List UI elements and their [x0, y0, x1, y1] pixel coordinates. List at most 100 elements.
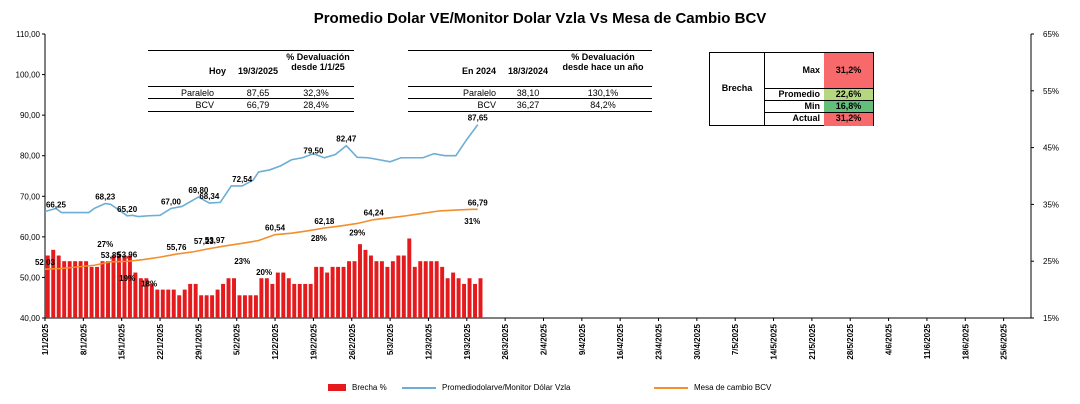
data-label: 19% [119, 274, 135, 283]
brecha-bar [51, 249, 56, 318]
brecha-bar [434, 261, 439, 318]
x-tick-label: 29/1/2025 [194, 323, 203, 359]
brecha-bar [297, 283, 302, 318]
table-hoy-r1-value: 87,65 [246, 88, 270, 98]
brecha-bar [111, 255, 116, 318]
brecha-bar [412, 266, 417, 318]
brecha-bar [56, 255, 61, 318]
x-tick-label: 21/5/2025 [808, 323, 817, 359]
y-right-tick-label: 35% [1043, 200, 1059, 209]
bcv-line [44, 208, 478, 270]
brecha-bar [363, 249, 368, 318]
x-tick-label: 19/2/2025 [309, 323, 318, 359]
data-label: 87,65 [468, 114, 489, 123]
x-tick-label: 2/4/2025 [539, 323, 548, 355]
data-label: 18% [141, 280, 157, 289]
brecha-bar [67, 261, 72, 318]
x-tick-label: 28/5/2025 [846, 323, 855, 359]
data-label: 66,25 [46, 201, 67, 210]
brecha-bar [204, 295, 209, 318]
x-tick-label: 26/3/2025 [501, 323, 510, 359]
brecha-bar [106, 261, 110, 318]
x-tick-label: 8/1/2025 [79, 323, 88, 355]
legend-paralelo-label: Promediodolarve/Monitor Dólar Vzla [442, 383, 571, 392]
brecha-bar [352, 261, 357, 318]
brecha-row-actual: Actual 31,2% [764, 112, 873, 126]
y-right-tick-label: 25% [1043, 257, 1059, 266]
legend-brecha: Brecha % [328, 383, 387, 392]
brecha-bar [199, 295, 204, 318]
brecha-bar [226, 278, 231, 318]
data-label: 67,00 [161, 197, 182, 206]
brecha-actual-value: 31,2% [824, 113, 873, 126]
x-tick-label: 22/1/2025 [156, 323, 165, 359]
brecha-bar [347, 261, 352, 318]
y-right-tick-label: 55% [1043, 87, 1059, 96]
legend-brecha-swatch [328, 384, 346, 391]
brecha-bar [368, 255, 373, 318]
y-left-tick-label: 100,00 [16, 71, 41, 80]
brecha-bar [319, 266, 324, 318]
brecha-bar [314, 266, 319, 318]
brecha-bar [188, 283, 193, 318]
brecha-bar [264, 278, 269, 318]
brecha-bar [401, 255, 406, 318]
table-hoy-r2-value: 66,79 [246, 100, 270, 110]
x-tick-label: 14/5/2025 [770, 323, 779, 359]
legend-bcv: Mesa de cambio BCV [654, 383, 771, 392]
x-tick-label: 1/1/2025 [41, 323, 50, 355]
brecha-bar [429, 261, 434, 318]
brecha-min-value: 16,8% [824, 101, 873, 113]
table-2024-r1-value: 38,10 [516, 88, 540, 98]
table-2024-h3: % Devaluación desde hace un año [562, 52, 644, 72]
brecha-row-min: Min 16,8% [764, 100, 873, 113]
x-tick-label: 5/2/2025 [233, 323, 242, 355]
data-label: 31% [464, 217, 480, 226]
data-label: 79,50 [303, 147, 324, 156]
brecha-promedio-value: 22,6% [824, 89, 873, 101]
brecha-bar [78, 261, 83, 318]
table-hoy-r2-label: BCV [195, 100, 214, 110]
data-label: 53,85 [101, 251, 122, 260]
data-label: 52,03 [35, 258, 56, 267]
brecha-bar [116, 255, 121, 318]
table-hoy-h3: % Devaluación desde 1/1/25 [286, 52, 350, 72]
x-tick-label: 12/2/2025 [271, 323, 280, 359]
y-left-tick-label: 60,00 [20, 233, 41, 242]
x-tick-label: 5/3/2025 [386, 323, 395, 355]
data-label: 29% [349, 228, 365, 237]
y-right-tick-label: 65% [1043, 30, 1059, 39]
table-2024-h2: 18/3/2024 [507, 66, 549, 76]
brecha-bar [62, 261, 67, 318]
brecha-bar [286, 278, 291, 318]
data-label: 53,96 [117, 250, 138, 259]
data-label: 65,20 [117, 205, 138, 214]
data-label: 66,79 [468, 198, 489, 207]
brecha-bar [100, 261, 105, 318]
brecha-bar [358, 244, 362, 318]
brecha-bar [45, 255, 50, 318]
brecha-bar [95, 266, 100, 318]
brecha-bar [407, 238, 412, 318]
brecha-bar [325, 272, 330, 318]
brecha-bar [73, 261, 78, 318]
y-right-tick-label: 15% [1043, 314, 1059, 323]
y-left-tick-label: 40,00 [20, 314, 41, 323]
table-hoy: Hoy 19/3/2025 % Devaluación desde 1/1/25… [148, 50, 354, 114]
brecha-actual-label: Actual [792, 113, 820, 123]
brecha-bar [171, 289, 176, 318]
brecha-promedio-label: Promedio [778, 89, 820, 99]
brecha-bar [248, 295, 253, 318]
x-tick-label: 25/6/2025 [1000, 323, 1009, 359]
brecha-bar [127, 255, 132, 318]
brecha-bar [89, 266, 94, 318]
data-label: 27% [97, 240, 113, 249]
table-hoy-h1: Hoy [208, 66, 226, 76]
brecha-bar [138, 278, 143, 318]
brecha-bar [462, 283, 467, 318]
brecha-bar [177, 295, 182, 318]
legend-bcv-swatch [654, 386, 688, 389]
brecha-bar [155, 289, 160, 318]
data-label: 64,24 [364, 209, 385, 218]
data-label: 28% [311, 234, 327, 243]
